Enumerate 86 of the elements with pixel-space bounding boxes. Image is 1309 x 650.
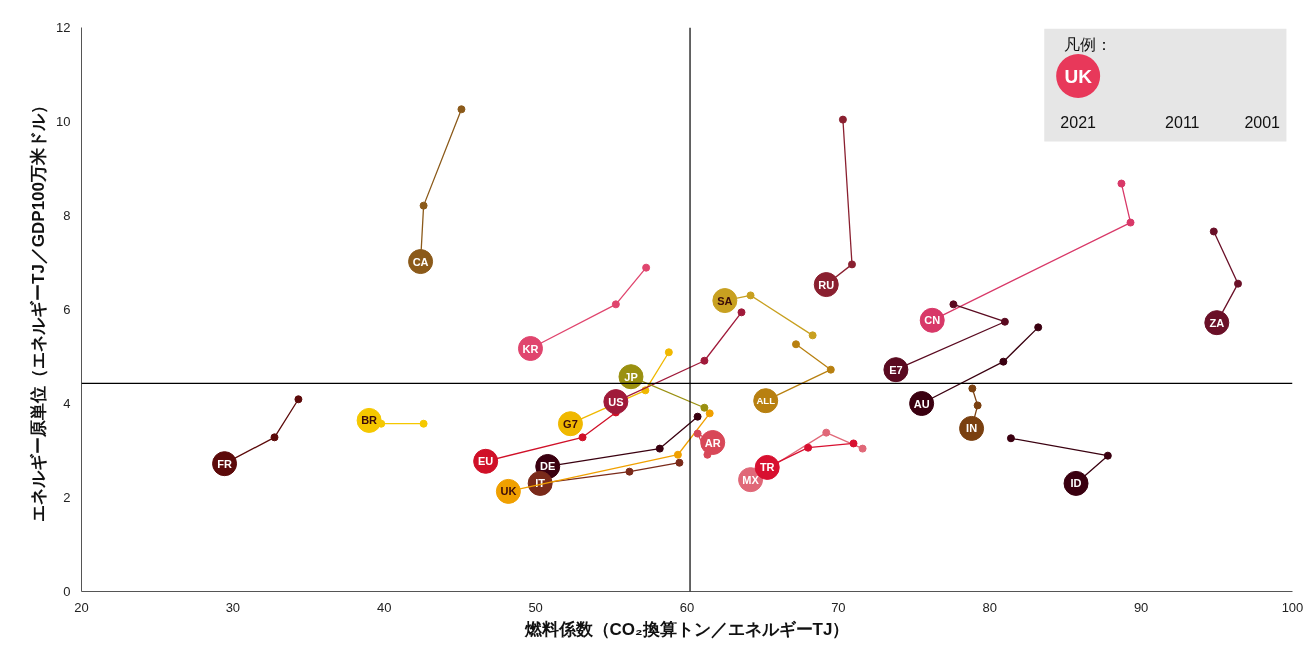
series-label: RU — [818, 278, 835, 291]
series-label: SA — [717, 294, 733, 307]
series-label: AU — [913, 397, 930, 410]
x-tick-label: 80 — [982, 599, 997, 615]
series-label: JP — [624, 370, 638, 383]
point — [664, 348, 673, 357]
y-tick-label: 2 — [63, 490, 71, 505]
series-label: MX — [742, 473, 760, 486]
y-tick-label: 10 — [56, 114, 71, 129]
point — [1234, 279, 1243, 288]
series-label: BR — [361, 414, 378, 427]
point — [804, 443, 813, 452]
point — [1126, 218, 1135, 227]
series-label: US — [608, 395, 624, 408]
x-tick-label: 70 — [831, 599, 846, 615]
point — [675, 458, 684, 467]
y-tick-label: 4 — [63, 396, 71, 411]
point — [746, 291, 755, 300]
point — [848, 260, 856, 269]
point — [611, 300, 620, 309]
point — [849, 439, 858, 448]
series-label: TR — [759, 461, 775, 474]
point — [1209, 227, 1218, 236]
point — [1034, 323, 1043, 332]
point — [625, 467, 634, 476]
point — [737, 308, 746, 317]
point — [1000, 317, 1009, 326]
y-tick-label: 12 — [56, 20, 71, 35]
x-tick-label: 50 — [528, 599, 543, 615]
point — [693, 412, 702, 421]
x-axis-title: 燃料係数（CO₂換算トン／エネルギーTJ） — [523, 619, 850, 639]
x-tick-label: 100 — [1281, 599, 1304, 615]
point — [838, 115, 847, 124]
point — [642, 263, 651, 272]
point — [693, 429, 702, 438]
point — [1006, 434, 1015, 443]
point — [791, 340, 800, 349]
point — [826, 365, 835, 374]
point — [968, 384, 977, 393]
series-label: EU — [478, 455, 494, 468]
x-tick-label: 40 — [377, 599, 392, 615]
point — [700, 356, 709, 365]
point — [294, 395, 303, 404]
series-label: KR — [522, 342, 539, 355]
series-label: UK — [500, 485, 517, 498]
series-label: DE — [540, 460, 556, 473]
y-tick-label: 0 — [63, 584, 71, 599]
point — [578, 433, 587, 442]
point — [999, 357, 1008, 366]
point — [822, 428, 831, 437]
point — [858, 444, 867, 453]
point — [457, 105, 466, 114]
point — [655, 444, 664, 453]
series-label: ZA — [1209, 316, 1225, 329]
point — [973, 401, 982, 410]
series-label: FR — [217, 457, 232, 470]
point — [270, 433, 279, 442]
annotation: 2011 — [1165, 114, 1200, 132]
annotation: 2001 — [1244, 114, 1281, 132]
series-label: G7 — [563, 417, 578, 430]
series-label: ALL — [756, 395, 776, 407]
point — [419, 419, 428, 428]
series-label: CN — [924, 314, 941, 327]
annotation: 2021 — [1060, 114, 1097, 132]
point — [419, 201, 428, 210]
legend-title: 凡例： — [1063, 35, 1112, 53]
point — [949, 300, 958, 309]
x-tick-label: 30 — [225, 599, 241, 615]
series-label: IN — [966, 422, 978, 435]
series-label: AR — [704, 436, 721, 449]
x-tick-label: 60 — [679, 599, 695, 615]
point — [673, 450, 682, 459]
series-label: IT — [535, 477, 546, 490]
x-tick-label: 20 — [74, 599, 89, 615]
x-tick-label: 90 — [1133, 599, 1149, 615]
point — [808, 331, 817, 340]
annotation: UK — [1064, 65, 1093, 87]
y-tick-label: 6 — [63, 302, 71, 317]
point — [1103, 451, 1112, 460]
series-label: CA — [412, 255, 429, 268]
point — [1117, 179, 1126, 188]
point — [705, 409, 714, 418]
series-label: E7 — [889, 363, 903, 376]
y-tick-label: 8 — [63, 208, 71, 223]
series-label: ID — [1070, 477, 1082, 490]
y-axis-title: エネルギー原単位（エネルギーTJ／GDP100万米ドル） — [29, 96, 49, 523]
